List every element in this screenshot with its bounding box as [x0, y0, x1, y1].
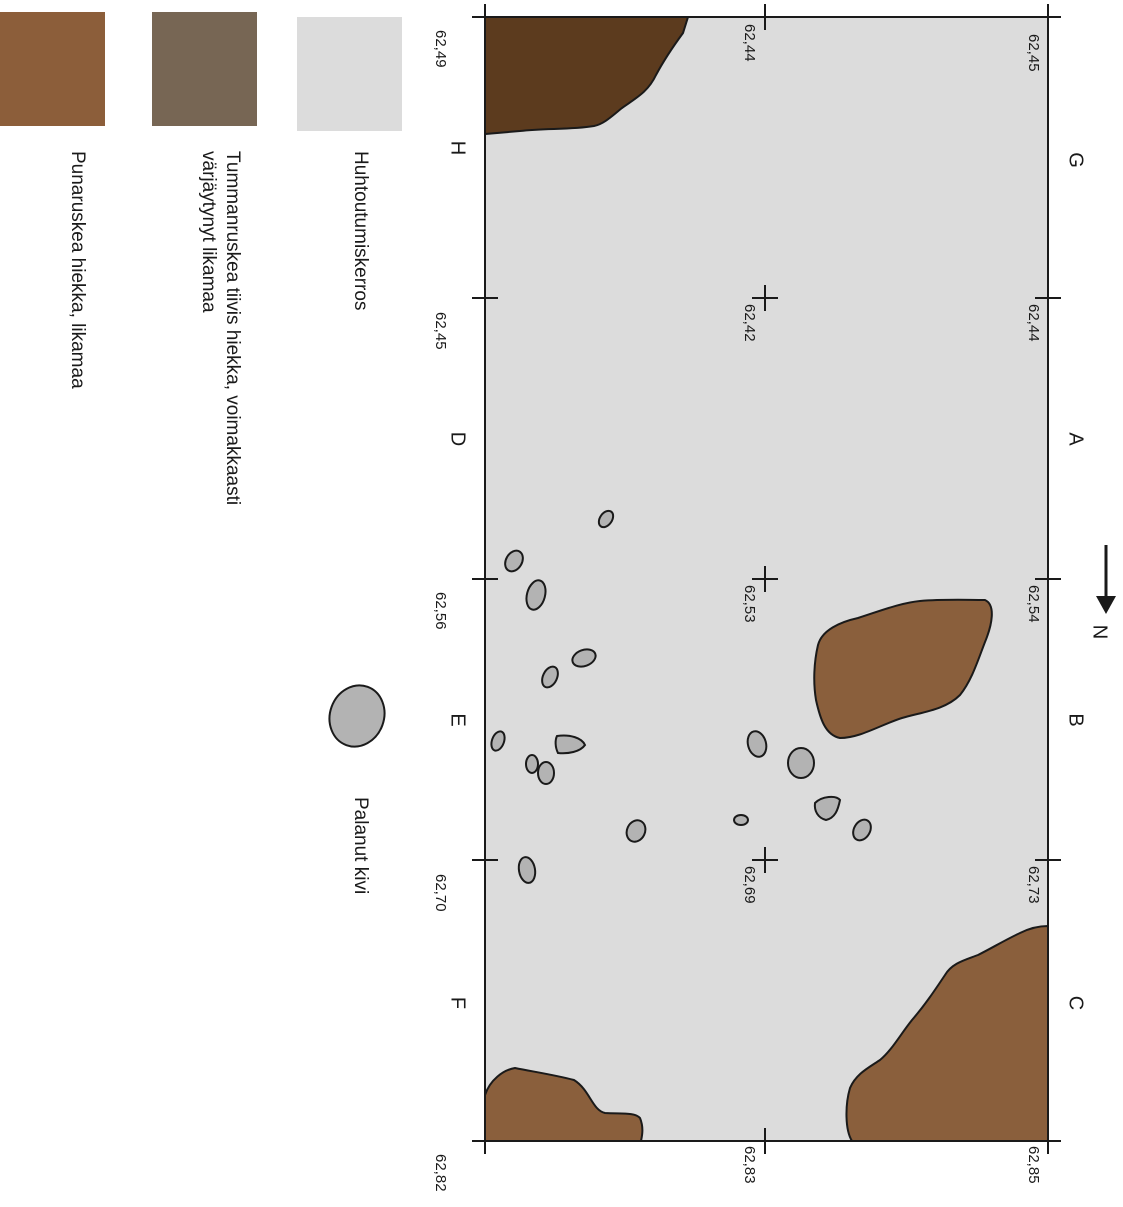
legend-swatch-red-brown: [0, 12, 105, 126]
elevation-label: 62,44: [741, 24, 758, 62]
elevation-label: 62,70: [432, 874, 449, 912]
elevation-label: 62,56: [432, 592, 449, 630]
elevation-label: 62,85: [1025, 1146, 1042, 1184]
stone: [733, 814, 749, 826]
north-label: N: [1089, 625, 1111, 639]
red-brown-patch-corner-left: [484, 1066, 644, 1142]
legend-swatch-dark-brown: [152, 12, 257, 126]
stone: [517, 856, 537, 884]
legend-label-red-brown: Punaruskea hiekka, likamaa: [67, 151, 88, 389]
grid-letter: D: [447, 432, 469, 446]
stone: [537, 761, 555, 785]
elevation-label: 62,53: [741, 585, 758, 623]
elevation-label: 62,44: [1025, 304, 1042, 342]
elevation-label: 62,69: [741, 866, 758, 904]
stone: [554, 734, 587, 755]
stone: [787, 747, 815, 779]
elevation-label: 62,49: [432, 30, 449, 68]
stone: [541, 665, 559, 689]
stone: [625, 819, 647, 843]
legend-label-stone: Palanut kivi: [350, 797, 371, 894]
elevation-label: 62,42: [741, 304, 758, 342]
stone: [597, 509, 615, 529]
stone: [525, 754, 539, 774]
stone: [852, 818, 872, 842]
grid-letter: E: [447, 713, 469, 726]
legend-label-dark-brown-line1: Tummanruskea tiivis hiekka, voimakkaasti: [222, 151, 243, 505]
elevation-label: 62,45: [1025, 34, 1042, 72]
grid-letter: B: [1065, 713, 1087, 726]
stone: [813, 795, 842, 822]
elevation-label: 62,73: [1025, 866, 1042, 904]
north-arrow-icon: [1096, 545, 1116, 614]
elevation-labels: 62,45 62,44 62,54 62,73 62,85 62,44 62,4…: [432, 24, 1042, 1192]
legend-label-huhtoutuminen: Huhtoutumiskerros: [350, 151, 371, 310]
grid-letter: G: [1065, 152, 1087, 168]
stone: [490, 730, 506, 752]
grid-letter: H: [447, 141, 469, 155]
elevation-label: 62,45: [432, 312, 449, 350]
legend-swatch-huhtoutuminen: [297, 17, 402, 131]
stone: [746, 730, 768, 758]
red-brown-patch-corner-right: [845, 924, 1049, 1142]
red-brown-patch-middle: [813, 598, 993, 740]
stones: [490, 509, 872, 884]
elevation-label: 62,83: [741, 1146, 758, 1184]
dark-brown-patch: [484, 16, 690, 136]
stone: [571, 648, 597, 668]
stone: [504, 549, 524, 573]
grid-letters: G A B C H D E F: [447, 141, 1087, 1010]
grid-markers: [472, 4, 1061, 1154]
stone-symbol-icon: [328, 684, 386, 748]
grid-letter: A: [1065, 432, 1087, 446]
elevation-label: 62,82: [432, 1154, 449, 1192]
grid-letter: F: [447, 997, 469, 1009]
elevation-label: 62,54: [1025, 585, 1042, 623]
grid-letter: C: [1065, 996, 1087, 1010]
legend-label-dark-brown-line2: värjäytynyt likamaa: [198, 151, 219, 313]
stone: [525, 579, 547, 611]
